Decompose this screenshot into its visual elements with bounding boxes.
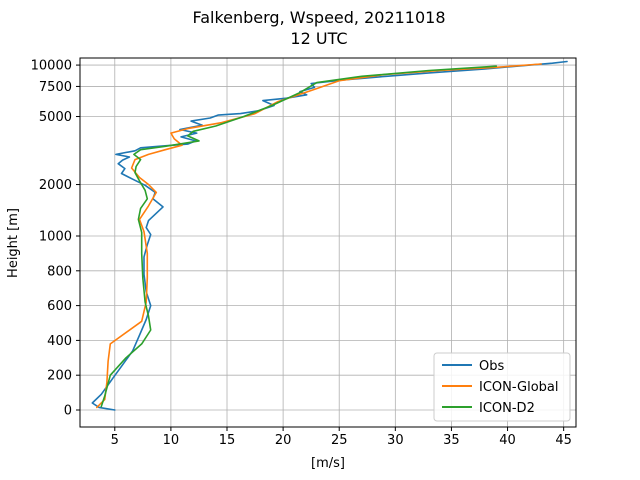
series-line-icon-global	[96, 63, 542, 409]
grid	[80, 58, 576, 427]
y-tick-label: 10000	[31, 59, 72, 74]
x-tick-label: 40	[499, 433, 516, 448]
y-axis-label: Height [m]	[6, 208, 21, 278]
y-tick-label: 5000	[39, 110, 72, 125]
y-tick-label: 7500	[39, 80, 72, 95]
x-axis-label: [m/s]	[311, 456, 345, 471]
legend: Obs ICON-Global ICON-D2	[433, 352, 571, 422]
x-tick-label: 35	[443, 433, 460, 448]
chart-title: Falkenberg, Wspeed, 20211018	[192, 8, 445, 27]
legend-box	[433, 352, 571, 422]
series-line-icon-d2	[100, 65, 498, 408]
axes-frame	[79, 57, 577, 428]
legend-label-icon-global: ICON-Global	[479, 380, 559, 395]
axis-ticks: 5 10 15 20 25 30 35 40 45 0 200 400 600 800 1000 2000 50…	[31, 59, 572, 448]
y-tick-label: 600	[47, 299, 72, 314]
x-tick-label: 15	[219, 433, 236, 448]
x-tick-label: 20	[275, 433, 292, 448]
y-tick-label: 400	[47, 334, 72, 349]
x-tick-label: 45	[555, 433, 572, 448]
y-tick-label: 1000	[39, 230, 72, 245]
y-tick-label: 200	[47, 369, 72, 384]
x-tick-label: 5	[111, 433, 119, 448]
y-tick-label: 2000	[39, 178, 72, 193]
series-lines	[91, 60, 568, 411]
legend-label-obs: Obs	[479, 359, 504, 374]
x-tick-label: 10	[163, 433, 180, 448]
chart-subtitle: 12 UTC	[290, 29, 347, 48]
y-tick-label: 0	[64, 404, 72, 419]
y-tick-label: 800	[47, 264, 72, 279]
x-tick-label: 30	[387, 433, 404, 448]
legend-label-icon-d2: ICON-D2	[479, 401, 535, 416]
x-tick-label: 25	[331, 433, 348, 448]
